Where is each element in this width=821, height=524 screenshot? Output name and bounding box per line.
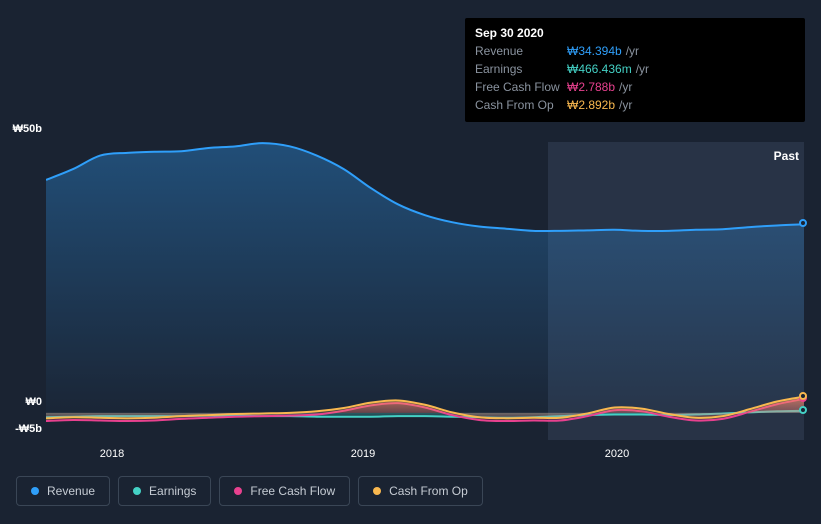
past-label: Past [774,149,799,163]
tooltip-label: Earnings [475,62,567,76]
tooltip-row-fcf: Free Cash Flow ₩2.788b /yr [475,78,795,96]
tooltip-unit: /yr [619,80,632,94]
y-axis-label: ₩50b [0,123,42,135]
legend-label: Revenue [47,484,95,498]
tooltip-value: ₩34.394b [567,44,622,58]
financial-area-chart [46,142,804,440]
tooltip-unit: /yr [636,62,649,76]
tooltip-label: Cash From Op [475,98,567,112]
legend-label: Earnings [149,484,196,498]
tooltip-box: Sep 30 2020 Revenue ₩34.394b /yr Earning… [465,18,805,122]
legend-dot-icon [133,487,141,495]
tooltip-unit: /yr [619,98,632,112]
legend-item-revenue[interactable]: Revenue [16,476,110,506]
tooltip-row-cfo: Cash From Op ₩2.892b /yr [475,96,795,114]
tooltip-label: Revenue [475,44,567,58]
legend-label: Free Cash Flow [250,484,335,498]
tooltip-value: ₩2.788b [567,80,615,94]
series-end-marker [799,406,807,414]
tooltip-row-revenue: Revenue ₩34.394b /yr [475,42,795,60]
x-axis-label: 2020 [597,448,637,460]
tooltip-row-earnings: Earnings ₩466.436m /yr [475,60,795,78]
legend-dot-icon [31,487,39,495]
tooltip-unit: /yr [626,44,639,58]
series-end-marker [799,392,807,400]
legend-dot-icon [373,487,381,495]
chart-legend: Revenue Earnings Free Cash Flow Cash Fro… [16,476,483,506]
tooltip-label: Free Cash Flow [475,80,567,94]
legend-dot-icon [234,487,242,495]
x-axis-label: 2019 [343,448,383,460]
legend-item-cfo[interactable]: Cash From Op [358,476,483,506]
legend-label: Cash From Op [389,484,468,498]
y-axis-label: -₩5b [0,423,42,435]
legend-item-earnings[interactable]: Earnings [118,476,211,506]
y-axis-label: ₩0 [0,396,42,408]
series-end-marker [799,219,807,227]
x-axis-label: 2018 [92,448,132,460]
legend-item-fcf[interactable]: Free Cash Flow [219,476,350,506]
tooltip-date: Sep 30 2020 [475,24,795,42]
tooltip-value: ₩466.436m [567,62,632,76]
tooltip-value: ₩2.892b [567,98,615,112]
